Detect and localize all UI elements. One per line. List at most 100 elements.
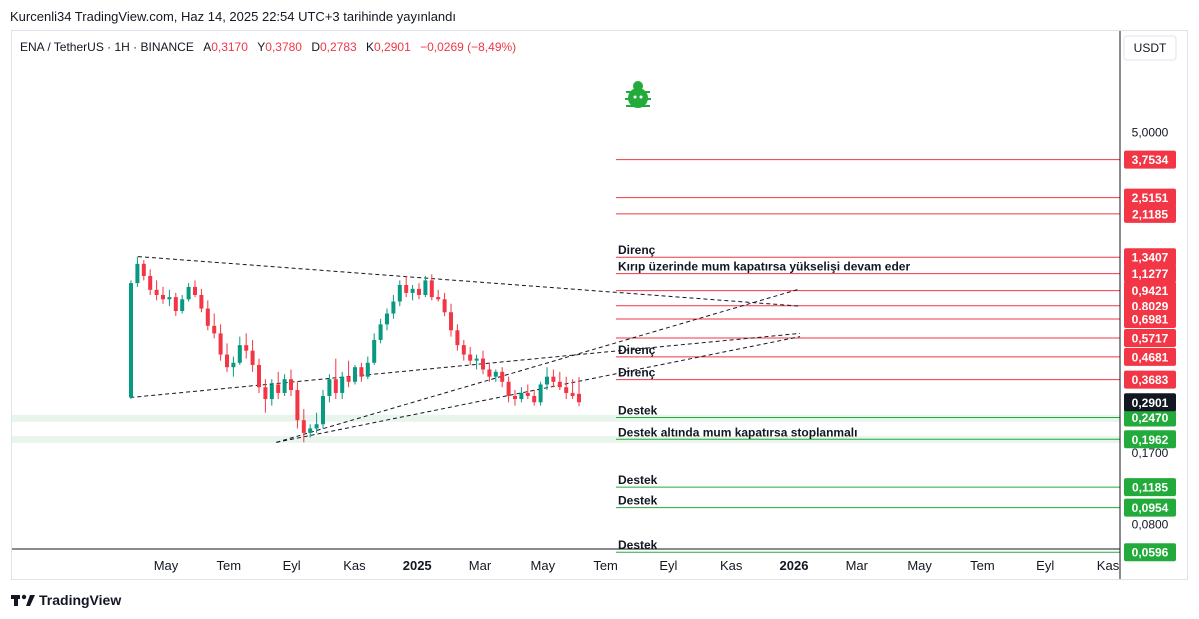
candle-body (186, 286, 191, 300)
candle-body (237, 345, 242, 363)
time-tick-label: Tem (970, 558, 995, 573)
price-tick-label: 0,1700 (1132, 446, 1169, 460)
time-axis[interactable]: May Tem Eyl Kas 2025 Mar May Tem Eyl Kas 2026 Mar Ma… (154, 558, 1120, 573)
candle-body (519, 392, 524, 400)
support-price-label: 0,1185 (1132, 481, 1168, 495)
trendline (137, 256, 801, 307)
current-price-tag (1124, 393, 1176, 412)
level-annotation: Kırıp üzerinde mum kapatırsa yükselişi d… (618, 260, 910, 274)
support-price-tag (1124, 478, 1176, 497)
publication-caption: Kurcenli34 TradingView.com, Haz 14, 2025… (10, 9, 456, 24)
candle-body (346, 376, 351, 382)
resistance-price-label: 2,1185 (1132, 207, 1168, 221)
resistance-price-tag (1124, 328, 1176, 347)
candle-body (154, 289, 159, 295)
candle-body (365, 362, 370, 377)
candle-body (321, 395, 325, 425)
time-tick-label: Mar (846, 558, 869, 573)
candle-body (263, 387, 268, 400)
candle-body (378, 324, 383, 340)
candle-body (429, 280, 434, 298)
candle-body (461, 345, 466, 355)
support-price-tag (1124, 408, 1176, 427)
level-annotations: Direnç Kırıp üzerinde mum kapatırsa yükse… (618, 243, 910, 552)
candle-body (141, 263, 146, 276)
time-tick-label: 2026 (780, 558, 809, 573)
resistance-price-label: 0,5717 (1132, 331, 1169, 345)
candle-body (180, 299, 185, 312)
support-price-label: 0,2470 (1132, 411, 1169, 425)
resistance-price-label: 0,9421 (1132, 284, 1169, 298)
candle-body (436, 297, 441, 300)
candle-body (353, 367, 357, 382)
support-price-tag (1124, 543, 1176, 562)
time-tick-label: Eyl (659, 558, 677, 573)
candle-body (577, 393, 581, 403)
candle-body (282, 379, 287, 393)
candle-body (129, 283, 133, 398)
trendline (276, 336, 801, 443)
trendlines (130, 256, 801, 443)
resistance-price-label: 0,6981 (1132, 313, 1169, 327)
time-tick-label: May (154, 558, 179, 573)
time-tick-label: May (531, 558, 556, 573)
candle-body (481, 358, 485, 370)
resistance-price-tag (1124, 188, 1176, 207)
chart-pane[interactable] (11, 30, 1188, 580)
time-tick-label: 2025 (403, 558, 432, 573)
resistance-price-tag (1124, 370, 1176, 389)
price-axis[interactable]: USDT 5,0000 0,1700 0,0800 3,7534 2,5151 2,118… (1123, 35, 1177, 562)
candle-body (404, 285, 409, 293)
time-tick-label: Tem (593, 558, 618, 573)
candle-body (455, 330, 460, 346)
candle-body (231, 362, 236, 368)
candle-body (385, 313, 389, 325)
support-zone (12, 414, 1120, 422)
candle-body (161, 294, 165, 300)
candle-body (289, 379, 293, 391)
candle-body (493, 371, 498, 377)
candle-body (532, 395, 537, 403)
tradingview-logo-icon (11, 594, 35, 606)
time-tick-label: Tem (217, 558, 242, 573)
level-annotation: Destek (618, 473, 658, 487)
candle-body (442, 299, 447, 313)
low-label: D (311, 40, 320, 54)
resistance-price-label: 1,1277 (1132, 267, 1169, 281)
candle-body (135, 263, 140, 284)
candle-body (250, 350, 255, 365)
candle-body (545, 376, 549, 385)
candle-body (468, 354, 473, 361)
resistance-price-label: 0,4681 (1132, 350, 1169, 364)
resistance-price-tag (1124, 248, 1176, 267)
candle-body (276, 384, 281, 393)
support-price-tag (1124, 498, 1176, 517)
level-annotation: Destek altında mum kapatırsa stoplanmalı (618, 425, 857, 439)
resistance-price-label: 1,3407 (1132, 251, 1169, 265)
trendline (130, 332, 801, 399)
candle-body (551, 376, 556, 382)
candle-body (525, 392, 530, 396)
currency-button[interactable] (1123, 35, 1177, 61)
candle-body (327, 379, 332, 396)
candle-body (570, 392, 575, 396)
candle-body (269, 384, 274, 400)
candle-body (212, 325, 217, 334)
candle-body (167, 297, 172, 300)
candle-body (295, 390, 300, 421)
symbol-name: ENA / TetherUS · 1H · BINANCE (20, 40, 194, 54)
candle-body (340, 376, 345, 393)
time-tick-label: Eyl (1036, 558, 1054, 573)
time-tick-label: Eyl (283, 558, 301, 573)
price-tick-label: 5,0000 (1132, 126, 1169, 140)
level-annotation: Direnç (618, 243, 656, 257)
candle-body (513, 395, 517, 400)
resistance-price-tag (1124, 150, 1176, 169)
candle-body (333, 379, 338, 393)
candle-body (218, 333, 223, 355)
price-levels (616, 159, 1120, 553)
tradingview-logo: TradingView (11, 592, 121, 608)
candle-body (148, 275, 153, 290)
support-price-label: 0,0954 (1132, 501, 1169, 515)
